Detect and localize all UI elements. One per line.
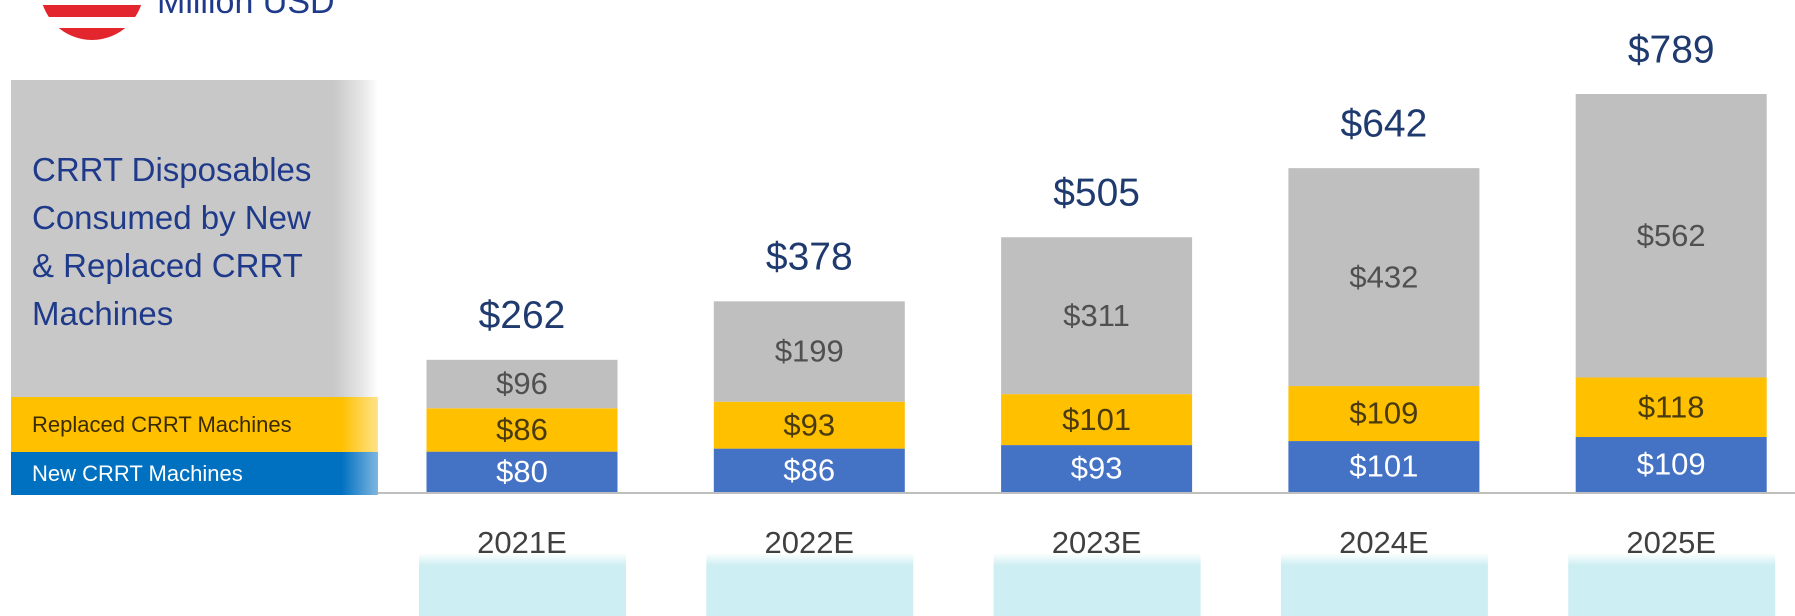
bar-segment — [1001, 445, 1193, 492]
unit-caption: Million USD — [157, 0, 335, 21]
total-label: $789 — [1628, 28, 1715, 71]
bar-segment — [1575, 94, 1767, 378]
data-label: $109 — [1349, 396, 1418, 431]
data-label: $118 — [1638, 389, 1705, 424]
bar-segment — [426, 408, 618, 452]
legend-panel: CRRT Disposables Consumed by New & Repla… — [11, 80, 378, 397]
data-label: $101 — [1349, 449, 1418, 484]
flag-icon — [40, 0, 144, 40]
category-band — [706, 553, 914, 616]
total-label: $505 — [1053, 172, 1140, 215]
bar-segment — [713, 401, 905, 449]
data-label: $93 — [1071, 451, 1123, 486]
x-tick-label: 2021E — [477, 525, 567, 560]
data-label: $93 — [783, 407, 835, 442]
bar-segment — [426, 359, 618, 409]
bar-segment — [426, 451, 618, 492]
data-label: $562 — [1637, 218, 1706, 253]
total-label: $262 — [479, 294, 566, 337]
category-band — [419, 553, 626, 616]
bar-segment — [1575, 437, 1767, 492]
x-tick-label: 2023E — [1052, 525, 1142, 560]
data-label: $311 — [1063, 298, 1130, 333]
bar-segment — [1001, 394, 1193, 446]
data-label: $432 — [1349, 259, 1418, 294]
data-label: $86 — [783, 452, 835, 487]
data-label: $80 — [496, 454, 548, 489]
x-tick-label: 2022E — [764, 525, 854, 560]
x-tick-label: 2024E — [1339, 525, 1429, 560]
legend-label: CRRT Disposables Consumed by New & Repla… — [32, 151, 312, 332]
bar-segment — [1575, 377, 1767, 438]
legend-label: Replaced CRRT Machines — [32, 412, 292, 437]
bar-segment — [1001, 237, 1193, 395]
total-label: $378 — [766, 236, 853, 279]
legend-panel: New CRRT Machines — [11, 452, 378, 495]
bar-segment — [1288, 386, 1480, 442]
bar-segment — [1288, 168, 1480, 387]
data-label: $199 — [775, 334, 844, 369]
data-label: $86 — [496, 412, 548, 447]
x-tick-label: 2025E — [1626, 525, 1716, 560]
data-label: $109 — [1637, 447, 1706, 482]
category-band — [1280, 553, 1488, 616]
bar-segment — [1288, 441, 1480, 492]
category-band — [993, 553, 1201, 616]
legend-panel: Replaced CRRT Machines — [11, 397, 378, 452]
data-label: $101 — [1062, 402, 1131, 437]
bar-segment — [713, 448, 905, 492]
total-label: $642 — [1341, 102, 1428, 145]
category-band — [1568, 553, 1776, 616]
legend-label: New CRRT Machines — [32, 461, 243, 486]
data-label: $96 — [496, 366, 548, 401]
bar-segment — [713, 301, 905, 402]
